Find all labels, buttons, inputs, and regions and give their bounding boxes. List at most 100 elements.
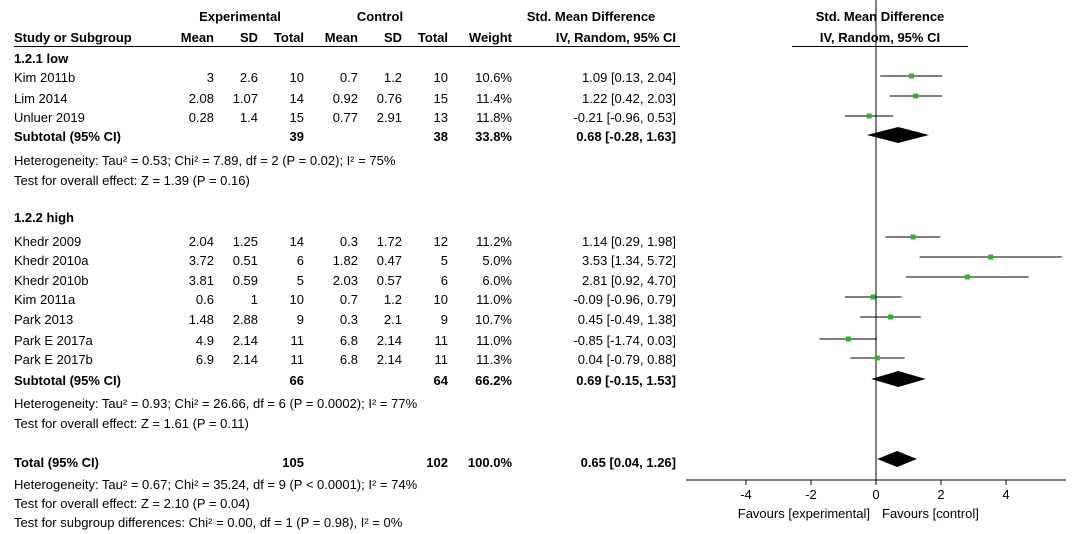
study-weight: 11.2% bbox=[476, 234, 512, 249]
col-exp-total: Total bbox=[273, 30, 304, 45]
effect-column-method: IV, Random, 95% CI bbox=[555, 30, 676, 45]
exp-sd: 2.88 bbox=[232, 312, 258, 327]
ctl-sd: 2.1 bbox=[383, 312, 402, 327]
ctl-total: 6 bbox=[440, 273, 448, 288]
total-weight: 100.0% bbox=[467, 455, 512, 470]
favours-experimental-label: Favours [experimental] bbox=[738, 506, 870, 521]
subtotal-ctl-total: 64 bbox=[433, 373, 448, 388]
x-tick-label: 0 bbox=[872, 487, 879, 502]
exp-total: 9 bbox=[296, 312, 304, 327]
x-tick-label: -2 bbox=[805, 487, 817, 502]
ctl-total: 12 bbox=[433, 234, 448, 249]
study-point bbox=[964, 274, 970, 280]
ctl-sd: 1.72 bbox=[376, 234, 402, 249]
exp-mean: 3.81 bbox=[188, 273, 214, 288]
exp-mean: 0.6 bbox=[195, 292, 214, 307]
total-exp-total: 105 bbox=[282, 455, 304, 470]
col-study: Study or Subgroup bbox=[14, 30, 132, 45]
ctl-total: 10 bbox=[433, 70, 448, 85]
exp-total: 11 bbox=[290, 333, 305, 348]
study-name: Khedr 2010b bbox=[14, 273, 89, 288]
col-ctl-total: Total bbox=[417, 30, 448, 45]
ctl-sd: 0.76 bbox=[376, 91, 402, 106]
ctl-total: 10 bbox=[433, 292, 448, 307]
exp-sd: 1.4 bbox=[239, 110, 258, 125]
ctl-total: 15 bbox=[433, 91, 448, 106]
ctl-mean: 1.82 bbox=[332, 253, 358, 268]
total-label: Total (95% CI) bbox=[14, 455, 99, 470]
plot-header-underline bbox=[792, 46, 968, 47]
ctl-total: 5 bbox=[440, 253, 448, 268]
header-underline bbox=[14, 46, 680, 47]
study-ci: -0.09 [-0.96, 0.79] bbox=[573, 292, 676, 307]
study-point bbox=[908, 73, 914, 79]
ctl-total: 9 bbox=[440, 312, 448, 327]
ctl-sd: 2.14 bbox=[376, 333, 402, 348]
ctl-mean: 0.7 bbox=[339, 70, 358, 85]
exp-sd: 1 bbox=[250, 292, 258, 307]
study-ci: 1.22 [0.42, 2.03] bbox=[582, 91, 676, 106]
pooled-diamond bbox=[877, 451, 917, 467]
subtotal-ctl-total: 38 bbox=[433, 129, 448, 144]
favours-control-label: Favours [control] bbox=[882, 506, 979, 521]
exp-sd: 2.14 bbox=[232, 333, 258, 348]
pooled-diamond bbox=[871, 371, 926, 387]
study-ci: 0.04 [-0.79, 0.88] bbox=[577, 352, 676, 367]
subtotal-ci: 0.68 [-0.28, 1.63] bbox=[576, 129, 676, 144]
study-name: Khedr 2009 bbox=[14, 234, 82, 249]
exp-mean: 3.72 bbox=[188, 253, 214, 268]
study-name: Park 2013 bbox=[14, 312, 74, 327]
exp-total: 10 bbox=[289, 292, 304, 307]
col-exp-mean: Mean bbox=[180, 30, 214, 45]
forest-table: Experimental Control Std. Mean Differenc… bbox=[14, 9, 968, 530]
subgroup-difference-text: Test for subgroup differences: Chi² = 0.… bbox=[14, 515, 403, 530]
study-name: Unluer 2019 bbox=[14, 110, 85, 125]
exp-total: 10 bbox=[289, 70, 304, 85]
plot-marks bbox=[819, 73, 1062, 467]
subtotal-label: Subtotal (95% CI) bbox=[14, 373, 121, 388]
total-ci: 0.65 [0.04, 1.26] bbox=[580, 455, 676, 470]
col-exp-sd: SD bbox=[239, 30, 258, 45]
exp-sd: 0.51 bbox=[232, 253, 258, 268]
study-point bbox=[910, 234, 916, 240]
experimental-group-header: Experimental bbox=[199, 9, 281, 24]
study-name: Kim 2011b bbox=[14, 70, 76, 85]
total-overall-effect-text: Test for overall effect: Z = 2.10 (P = 0… bbox=[14, 496, 250, 511]
ctl-sd: 1.2 bbox=[383, 70, 402, 85]
subgroup-title: 1.2.1 low bbox=[14, 51, 69, 66]
study-ci: -0.85 [-1.74, 0.03] bbox=[573, 333, 676, 348]
ctl-mean: 0.77 bbox=[332, 110, 358, 125]
subtotal-exp-total: 66 bbox=[289, 373, 304, 388]
x-tick-label: -4 bbox=[740, 487, 752, 502]
exp-mean: 6.9 bbox=[195, 352, 214, 367]
ctl-sd: 1.2 bbox=[383, 292, 402, 307]
ctl-mean: 6.8 bbox=[339, 333, 358, 348]
study-point bbox=[874, 355, 880, 361]
subtotal-weight: 66.2% bbox=[475, 373, 512, 388]
subtotal-exp-total: 39 bbox=[289, 129, 304, 144]
study-name: Lim 2014 bbox=[14, 91, 68, 106]
total-heterogeneity-text: Heterogeneity: Tau² = 0.67; Chi² = 35.24… bbox=[14, 477, 418, 492]
study-ci: 1.09 [0.13, 2.04] bbox=[582, 70, 676, 85]
ctl-sd: 2.91 bbox=[376, 110, 402, 125]
x-tick-label: 4 bbox=[1002, 487, 1009, 502]
exp-total: 14 bbox=[289, 234, 304, 249]
subtotal-ci: 0.69 [-0.15, 1.53] bbox=[576, 373, 676, 388]
exp-sd: 1.25 bbox=[232, 234, 258, 249]
study-point bbox=[913, 93, 919, 99]
plot-column-title: Std. Mean Difference bbox=[815, 9, 945, 24]
col-ctl-mean: Mean bbox=[324, 30, 358, 45]
study-ci: 3.53 [1.34, 5.72] bbox=[582, 253, 676, 268]
exp-mean: 0.28 bbox=[188, 110, 214, 125]
exp-sd: 1.07 bbox=[232, 91, 258, 106]
study-point bbox=[845, 336, 851, 342]
heterogeneity-text: Heterogeneity: Tau² = 0.93; Chi² = 26.66… bbox=[14, 396, 418, 411]
study-weight: 5.0% bbox=[482, 253, 512, 268]
exp-mean: 1.48 bbox=[188, 312, 214, 327]
study-weight: 10.7% bbox=[475, 312, 512, 327]
ctl-mean: 2.03 bbox=[332, 273, 358, 288]
exp-total: 6 bbox=[296, 253, 304, 268]
study-point bbox=[988, 254, 994, 260]
exp-total: 15 bbox=[289, 110, 304, 125]
exp-sd: 2.6 bbox=[239, 70, 258, 85]
